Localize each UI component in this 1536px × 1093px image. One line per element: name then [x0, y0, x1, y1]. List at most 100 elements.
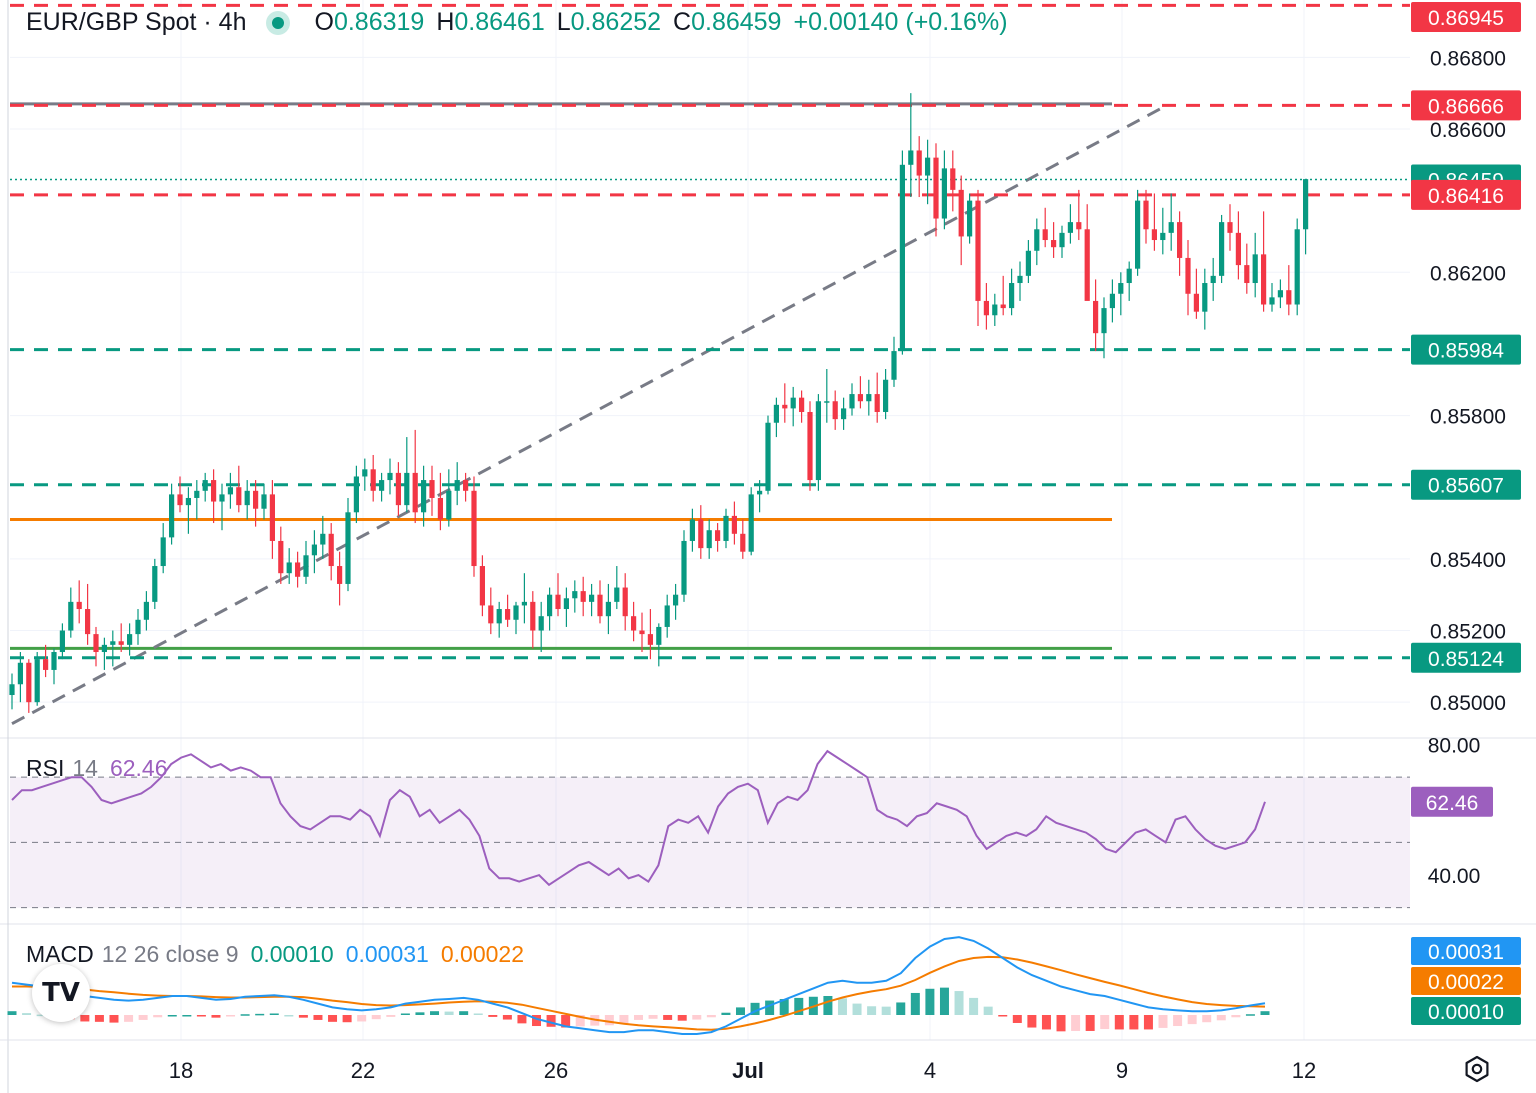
time-tick-label: Jul [732, 1058, 764, 1083]
candle [479, 555, 485, 617]
candle-body [1109, 293, 1115, 309]
candle [337, 551, 343, 606]
candle [723, 508, 729, 549]
macd-histogram-bar [226, 1015, 236, 1017]
macd-legend[interactable]: MACD 12 26 close 9 0.00010 0.00031 0.00022 [26, 941, 524, 968]
candle-body [689, 519, 695, 541]
candle-body [1294, 229, 1300, 305]
candle [832, 390, 838, 430]
macd-histogram-bar [925, 988, 935, 1015]
candle [1017, 261, 1023, 301]
tradingview-logo[interactable]: TV [32, 964, 90, 1022]
candle-body [832, 401, 838, 420]
candle-body [1042, 229, 1048, 241]
candle-body [412, 472, 418, 513]
candle [1135, 189, 1141, 276]
price-level-badge-text: 0.85984 [1428, 340, 1504, 363]
candle-body [530, 601, 536, 631]
candle-body [345, 512, 351, 584]
candle-body [1244, 265, 1250, 284]
candle-body [1143, 200, 1149, 230]
candle-body [253, 490, 259, 509]
candle-body [463, 480, 469, 491]
candle [421, 465, 427, 527]
candle [1219, 214, 1225, 284]
candle [26, 659, 32, 713]
candle [1025, 240, 1031, 284]
candle-body [521, 601, 527, 606]
candle-body [891, 351, 897, 380]
macd-histogram-bar [881, 1006, 891, 1015]
candle-body [370, 469, 376, 491]
rsi-legend[interactable]: RSI 14 62.46 [26, 755, 168, 782]
candle [857, 376, 863, 409]
macd-histogram-bar [80, 1015, 90, 1022]
macd-histogram-bar [1085, 1015, 1095, 1031]
candle-body [1118, 283, 1124, 294]
candle-body [656, 626, 662, 645]
rsi-tick-label: 80.00 [1428, 735, 1481, 758]
candle-body [118, 641, 124, 645]
price-tick-label: 0.85400 [1430, 549, 1506, 572]
candle [1235, 211, 1241, 280]
candle-body [866, 394, 872, 402]
candle-body [93, 634, 99, 653]
candle [580, 576, 586, 617]
candle-body [1227, 222, 1233, 233]
candle-body [286, 562, 292, 574]
candle [975, 189, 981, 327]
candle [631, 601, 637, 642]
settings-gear-icon[interactable] [1462, 1054, 1492, 1084]
candle-body [1193, 293, 1199, 312]
candle-body [513, 605, 519, 620]
candle [379, 472, 385, 502]
candle-body [353, 476, 359, 513]
macd-histogram-bar [1260, 1011, 1270, 1015]
close-label: C [673, 8, 692, 36]
candle [899, 150, 905, 355]
candle [950, 150, 956, 212]
candle [967, 193, 973, 244]
time-tick-label: 22 [351, 1058, 375, 1083]
rsi-params: 14 [72, 755, 98, 781]
candle-body [26, 662, 32, 703]
candle [908, 93, 914, 198]
candle [555, 573, 561, 617]
macd-histogram-bar [1041, 1015, 1051, 1030]
candle-body [883, 379, 889, 412]
price-tick-label: 0.85000 [1430, 692, 1506, 715]
candle-body [1000, 304, 1006, 309]
price-level-badge [1411, 469, 1521, 500]
rsi-line [11, 749, 1266, 887]
candle-body [975, 200, 981, 301]
candle-body [110, 641, 116, 645]
candle-body [1101, 308, 1107, 334]
macd-histogram-bar [167, 1015, 177, 1017]
candle [807, 401, 813, 491]
macd-histogram-bar [196, 1015, 206, 1017]
candle-body [950, 168, 956, 190]
candle [773, 397, 779, 438]
macd-histogram-bar [1202, 1015, 1212, 1023]
candle-body [169, 494, 175, 538]
candle [1294, 218, 1300, 316]
candle [1143, 189, 1149, 244]
candle-body [673, 594, 679, 606]
candle [513, 601, 519, 635]
candle-body [1303, 179, 1309, 230]
candle [93, 626, 99, 667]
symbol-title[interactable]: EUR/GBP Spot · 4h [26, 8, 247, 36]
macd-histogram-bar [386, 1015, 396, 1017]
candle [1277, 279, 1283, 309]
candle [1101, 297, 1107, 359]
candle [488, 587, 494, 635]
macd-histogram-bar [94, 1015, 104, 1022]
candle [597, 580, 603, 624]
candle-body [1261, 254, 1267, 305]
candle-body [841, 408, 847, 420]
candle-body [1084, 229, 1090, 301]
candle [1177, 211, 1183, 276]
candle [1185, 240, 1191, 316]
